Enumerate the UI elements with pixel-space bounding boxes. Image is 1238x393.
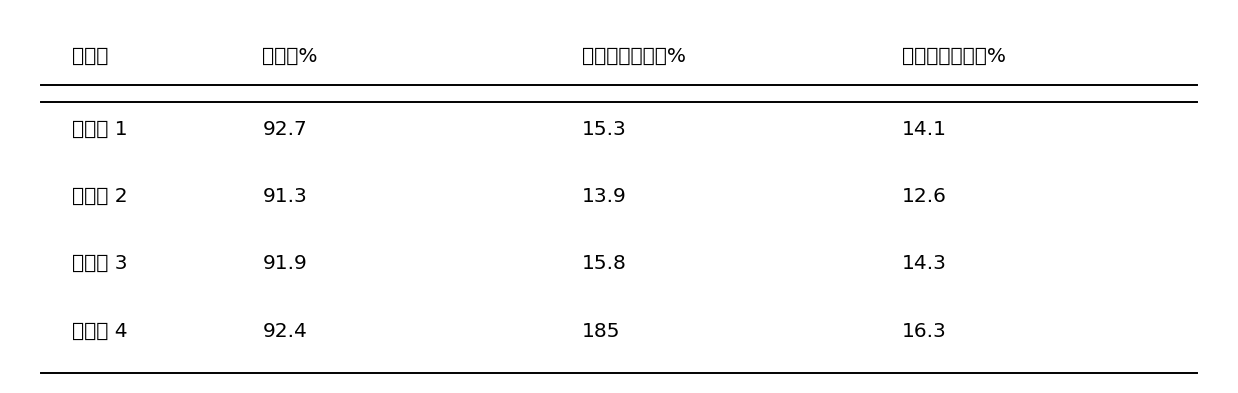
Text: 催化剂 2: 催化剂 2 [72, 187, 128, 206]
Text: 185: 185 [582, 321, 620, 341]
Text: 催化剂: 催化剂 [72, 47, 108, 66]
Text: 催化剂 3: 催化剂 3 [72, 254, 128, 273]
Text: 脱硫率%: 脱硫率% [262, 47, 318, 66]
Text: 16.3: 16.3 [901, 321, 947, 341]
Text: 13.9: 13.9 [582, 187, 626, 206]
Text: 催化剂 1: 催化剂 1 [72, 120, 128, 139]
Text: 12.6: 12.6 [901, 187, 947, 206]
Text: 14.3: 14.3 [901, 254, 947, 273]
Text: 15.8: 15.8 [582, 254, 626, 273]
Text: 92.7: 92.7 [262, 120, 307, 139]
Text: 单支链烯烃增量%: 单支链烯烃增量% [582, 47, 686, 66]
Text: 92.4: 92.4 [262, 321, 307, 341]
Text: 91.9: 91.9 [262, 254, 307, 273]
Text: 单支链烷烃增量%: 单支链烷烃增量% [901, 47, 1005, 66]
Text: 14.1: 14.1 [901, 120, 947, 139]
Text: 15.3: 15.3 [582, 120, 626, 139]
Text: 91.3: 91.3 [262, 187, 307, 206]
Text: 催化剂 4: 催化剂 4 [72, 321, 128, 341]
